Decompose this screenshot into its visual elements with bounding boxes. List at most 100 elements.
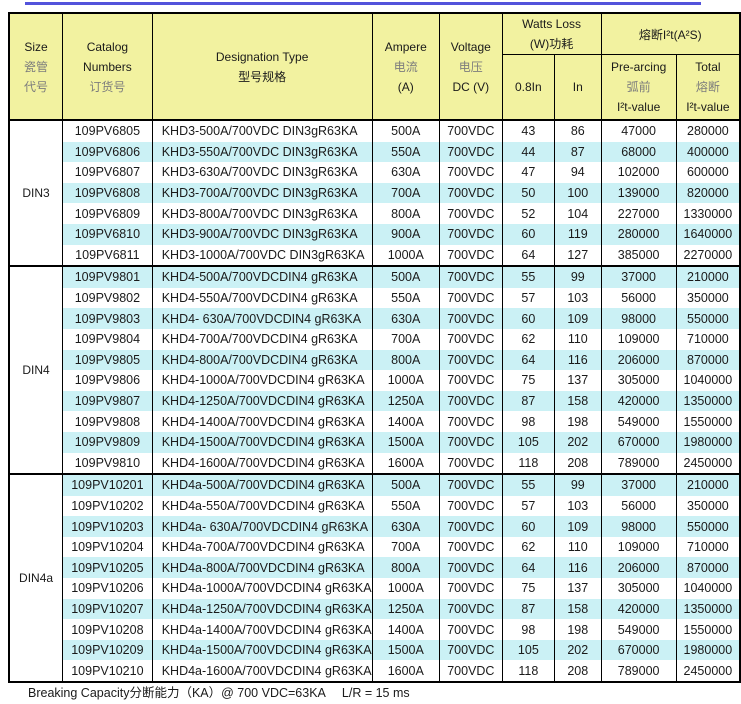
prearcing-i2t-cell: 280000 bbox=[600, 223, 677, 245]
table-header: Size 瓷管 代号 Catalog Numbers 订货号 Designati… bbox=[8, 12, 741, 121]
size-group-cell: DIN3 bbox=[8, 118, 64, 267]
total-i2t-cell: 1330000 bbox=[675, 203, 741, 224]
ampere-cell: 1400A bbox=[371, 619, 440, 640]
designation-cell: KHD3-550A/700VDC DIN3gR63KA bbox=[151, 141, 373, 163]
catalog-cell: 109PV10204 bbox=[62, 536, 153, 558]
watts-08in-cell: 98 bbox=[501, 619, 556, 640]
watts-in-cell: 158 bbox=[554, 598, 602, 620]
table-row: 109PV9805 KHD4-800A/700VDCDIN4 gR63KA 800A… bbox=[9, 349, 741, 371]
prearcing-i2t-cell: 98000 bbox=[600, 516, 677, 537]
designation-cell: KHD3-500A/700VDC DIN3gR63KA bbox=[151, 119, 373, 142]
watts-08in-cell: 64 bbox=[501, 349, 556, 371]
designation-cell: KHD4a-1400A/700VDCDIN4 gR63KA bbox=[151, 619, 373, 640]
watts-in-cell: 99 bbox=[554, 473, 602, 496]
prearcing-i2t-cell: 56000 bbox=[600, 287, 677, 309]
catalog-cell: 109PV9806 bbox=[62, 370, 153, 391]
prearcing-i2t-cell: 56000 bbox=[600, 495, 677, 517]
prearcing-i2t-cell: 420000 bbox=[600, 598, 677, 620]
designation-cell: KHD4-550A/700VDCDIN4 gR63KA bbox=[151, 287, 373, 309]
header-total-en: Total bbox=[695, 60, 721, 74]
watts-08in-cell: 87 bbox=[501, 598, 556, 620]
voltage-cell: 700VDC bbox=[438, 244, 503, 267]
catalog-cell: 109PV10201 bbox=[62, 473, 153, 496]
header-size-en: Size bbox=[24, 39, 48, 54]
watts-in-cell: 99 bbox=[554, 265, 602, 288]
watts-08in-cell: 118 bbox=[501, 660, 556, 683]
prearcing-i2t-cell: 789000 bbox=[600, 660, 677, 683]
voltage-cell: 700VDC bbox=[438, 431, 503, 453]
voltage-cell: 700VDC bbox=[438, 287, 503, 309]
ampere-cell: 700A bbox=[371, 182, 440, 204]
total-i2t-cell: 550000 bbox=[675, 516, 741, 537]
total-i2t-cell: 710000 bbox=[675, 328, 741, 350]
watts-08in-cell: 60 bbox=[501, 223, 556, 245]
catalog-cell: 109PV9808 bbox=[62, 411, 153, 432]
table-row: 109PV10208 KHD4a-1400A/700VDCDIN4 gR63KA 1… bbox=[9, 619, 741, 640]
ampere-cell: 630A bbox=[371, 162, 440, 183]
top-rule-line bbox=[25, 2, 701, 5]
total-i2t-cell: 280000 bbox=[675, 119, 741, 142]
header-ampere-zh: 电流 bbox=[393, 59, 418, 74]
watts-08in-cell: 105 bbox=[501, 639, 556, 661]
ampere-cell: 700A bbox=[371, 328, 440, 350]
breaking-capacity-note: Breaking Capacity分断能力（KA）@ 700 VDC=63KA L… bbox=[28, 682, 410, 701]
header-voltage-unit: DC (V) bbox=[452, 79, 490, 94]
designation-cell: KHD3-630A/700VDC DIN3gR63KA bbox=[151, 162, 373, 183]
watts-08in-cell: 55 bbox=[501, 473, 556, 496]
header-watts-loss-group: Watts Loss (W)功耗 bbox=[501, 12, 602, 55]
table-row: DIN4a 109PV10201 KHD4a-500A/700VDCDIN4 gR6… bbox=[8, 473, 741, 683]
voltage-cell: 700VDC bbox=[438, 349, 503, 371]
watts-in-cell: 208 bbox=[554, 452, 602, 475]
watts-in-cell: 110 bbox=[554, 536, 602, 558]
total-i2t-cell: 210000 bbox=[675, 265, 741, 288]
prearcing-i2t-cell: 549000 bbox=[600, 411, 677, 432]
ampere-cell: 630A bbox=[371, 308, 440, 329]
ampere-cell: 800A bbox=[371, 557, 440, 579]
header-catalog-zh: 订货号 bbox=[89, 79, 126, 94]
watts-in-cell: 202 bbox=[554, 431, 602, 453]
table-row: 109PV9802 KHD4-550A/700VDCDIN4 gR63KA 550A… bbox=[9, 287, 741, 309]
ampere-cell: 1400A bbox=[371, 411, 440, 432]
voltage-cell: 700VDC bbox=[438, 390, 503, 412]
prearcing-i2t-cell: 68000 bbox=[600, 141, 677, 163]
designation-cell: KHD4-500A/700VDCDIN4 gR63KA bbox=[151, 265, 373, 288]
total-i2t-cell: 1640000 bbox=[675, 223, 741, 245]
header-08in: 0.8In bbox=[501, 54, 556, 121]
voltage-cell: 700VDC bbox=[438, 308, 503, 329]
ampere-cell: 500A bbox=[371, 473, 440, 496]
ampere-cell: 1600A bbox=[371, 660, 440, 683]
designation-cell: KHD4-1000A/700VDCDIN4 gR63KA bbox=[151, 370, 373, 391]
header-catalog-en2: Numbers bbox=[83, 59, 132, 74]
header-watts-loss-en: Watts Loss bbox=[522, 17, 582, 31]
prearcing-i2t-cell: 789000 bbox=[600, 452, 677, 475]
ampere-cell: 1250A bbox=[371, 598, 440, 620]
ampere-cell: 800A bbox=[371, 203, 440, 224]
header-ampere-unit: (A) bbox=[397, 79, 414, 94]
table-row: 109PV9809 KHD4-1500A/700VDCDIN4 gR63KA 150… bbox=[9, 431, 741, 453]
watts-in-cell: 110 bbox=[554, 328, 602, 350]
fuse-spec-table: Size 瓷管 代号 Catalog Numbers 订货号 Designati… bbox=[8, 12, 741, 684]
watts-08in-cell: 60 bbox=[501, 516, 556, 537]
table-row: 109PV10202 KHD4a-550A/700VDCDIN4 gR63KA 55… bbox=[9, 495, 741, 517]
catalog-cell: 109PV6811 bbox=[62, 244, 153, 267]
catalog-cell: 109PV9805 bbox=[62, 349, 153, 371]
prearcing-i2t-cell: 670000 bbox=[600, 431, 677, 453]
voltage-cell: 700VDC bbox=[438, 516, 503, 537]
header-prearcing-zh: 弧前 bbox=[626, 80, 651, 94]
watts-08in-cell: 52 bbox=[501, 203, 556, 224]
ampere-cell: 900A bbox=[371, 223, 440, 245]
watts-08in-cell: 64 bbox=[501, 557, 556, 579]
designation-cell: KHD3-900A/700VDC DIN3gR63KA bbox=[151, 223, 373, 245]
catalog-cell: 109PV10205 bbox=[62, 557, 153, 579]
catalog-cell: 109PV9810 bbox=[62, 452, 153, 475]
table-row: 109PV9808 KHD4-1400A/700VDCDIN4 gR63KA 140… bbox=[9, 411, 741, 432]
watts-08in-cell: 43 bbox=[501, 119, 556, 142]
ampere-cell: 1600A bbox=[371, 452, 440, 475]
total-i2t-cell: 350000 bbox=[675, 287, 741, 309]
total-i2t-cell: 820000 bbox=[675, 182, 741, 204]
header-prearcing-en: Pre-arcing bbox=[610, 60, 667, 74]
watts-08in-cell: 105 bbox=[501, 431, 556, 453]
watts-08in-cell: 87 bbox=[501, 390, 556, 412]
ampere-cell: 1250A bbox=[371, 390, 440, 412]
voltage-cell: 700VDC bbox=[438, 203, 503, 224]
